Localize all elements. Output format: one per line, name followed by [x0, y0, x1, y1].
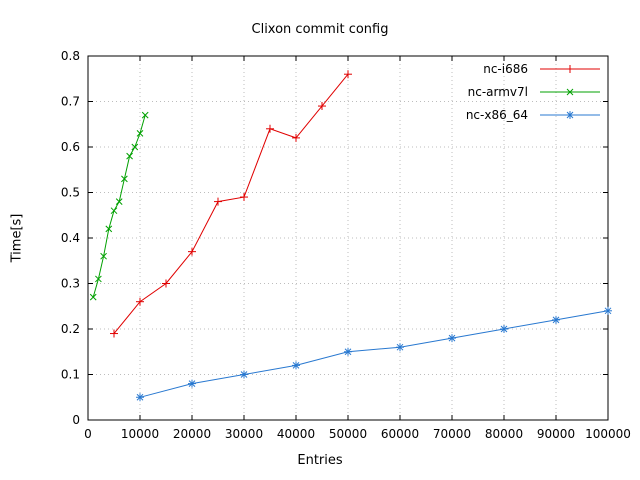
marker-plus: [318, 102, 326, 111]
marker-plus: [292, 133, 300, 142]
marker-plus: [214, 197, 222, 206]
marker-asterisk: [604, 306, 612, 315]
x-tick-label: 20000: [173, 427, 211, 441]
x-tick-label: 50000: [329, 427, 367, 441]
marker-plus: [240, 193, 248, 202]
marker-cross: [115, 198, 123, 205]
marker-plus: [162, 279, 170, 288]
y-tick-label: 0.5: [61, 186, 80, 200]
marker-asterisk: [448, 334, 456, 343]
y-tick-label: 0.6: [61, 140, 80, 154]
x-tick-label: 30000: [225, 427, 263, 441]
chart-title: Clixon commit config: [251, 22, 389, 37]
marker-cross: [100, 252, 107, 260]
y-tick-label: 0.3: [61, 277, 80, 291]
marker-cross: [566, 88, 574, 96]
x-tick-label: 70000: [433, 427, 471, 441]
marker-asterisk: [500, 325, 508, 333]
legend-label: nc-i686: [483, 62, 528, 76]
legend-entry-nc-x86_64: nc-x86_64: [466, 108, 600, 122]
marker-cross: [105, 225, 113, 233]
marker-cross: [131, 143, 139, 151]
series-nc-armv7l: [89, 111, 149, 301]
legend-label: nc-x86_64: [466, 108, 528, 122]
y-tick-label: 0: [72, 413, 80, 427]
x-tick-label: 60000: [381, 427, 419, 441]
series-line-nc-armv7l: [92, 114, 146, 298]
series-nc-x86_64: [136, 306, 612, 402]
marker-asterisk: [292, 361, 300, 370]
marker-cross: [136, 129, 144, 137]
marker-cross: [89, 293, 97, 301]
legend-entry-nc-i686: nc-i686: [483, 62, 600, 76]
marker-asterisk: [566, 111, 574, 119]
marker-plus: [188, 247, 196, 256]
marker-plus: [110, 329, 118, 338]
marker-asterisk: [240, 370, 248, 379]
marker-cross: [110, 207, 118, 215]
marker-asterisk: [344, 347, 352, 356]
y-tick-label: 0.8: [61, 49, 80, 63]
x-tick-label: 40000: [277, 427, 315, 441]
marker-asterisk: [136, 393, 144, 402]
marker-plus: [266, 124, 274, 133]
x-tick-label: 100000: [585, 427, 631, 441]
x-tick-label: 90000: [537, 427, 575, 441]
marker-asterisk: [396, 343, 404, 352]
legend-label: nc-armv7l: [468, 85, 528, 99]
x-axis-label: Entries: [297, 453, 343, 468]
y-tick-label: 0.2: [61, 322, 80, 336]
x-tick-label: 10000: [121, 427, 159, 441]
legend-entry-nc-armv7l: nc-armv7l: [468, 85, 600, 99]
marker-asterisk: [552, 315, 560, 324]
marker-cross: [121, 175, 128, 183]
y-tick-label: 0.1: [61, 368, 80, 382]
marker-asterisk: [188, 379, 196, 388]
series-line-nc-i686: [113, 73, 349, 334]
marker-cross: [141, 111, 149, 119]
x-tick-label: 0: [84, 427, 92, 441]
x-tick-label: 80000: [485, 427, 523, 441]
marker-cross: [95, 275, 102, 283]
y-tick-label: 0.4: [61, 231, 80, 245]
series-line-nc-x86_64: [139, 310, 609, 398]
marker-plus: [344, 70, 352, 79]
series-nc-i686: [110, 70, 352, 338]
y-tick-label: 0.7: [61, 95, 80, 109]
marker-cross: [126, 152, 133, 160]
marker-plus: [136, 297, 144, 306]
marker-plus: [566, 65, 574, 73]
